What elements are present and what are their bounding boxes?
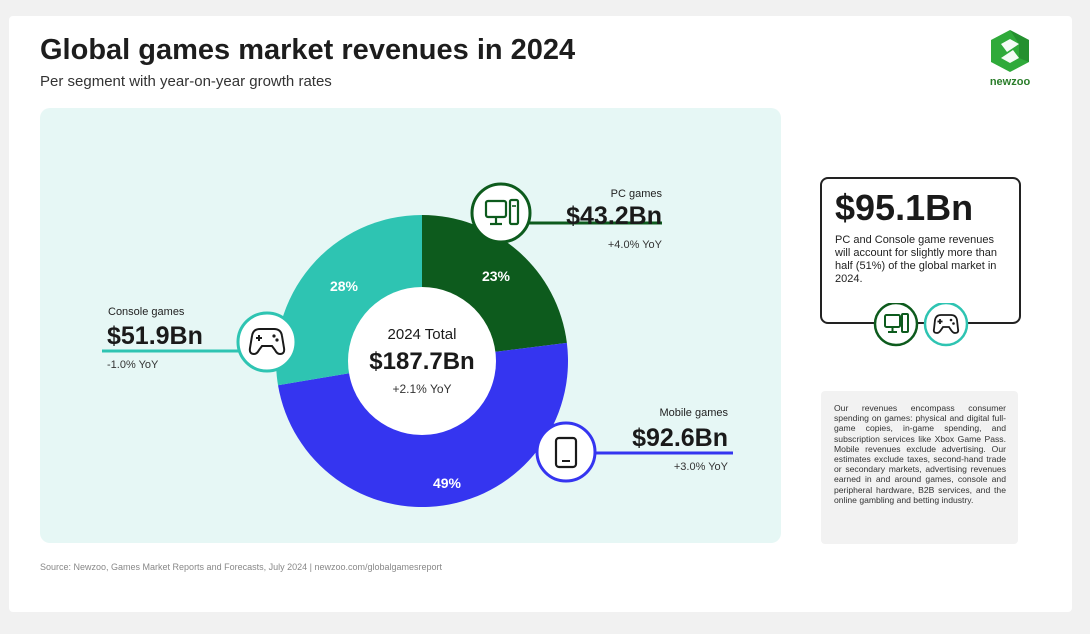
pc-segment-name: PC games [611,188,663,200]
pc-icon [470,182,532,244]
gamepad-icon-small [923,303,969,347]
mobile-segment-value: $92.6Bn [632,424,728,452]
center-label: 2024 Total [388,326,457,343]
newzoo-logo: newzoo [985,26,1035,96]
callout-text: PC and Console game revenues will accoun… [835,234,998,285]
console-segment-name: Console games [108,306,185,318]
source-footer: Source: Newzoo, Games Market Reports and… [40,562,443,572]
page-title: Global games market revenues in 2024 [40,34,576,66]
callout-value: $95.1Bn [835,187,974,228]
mobile-percent: 49% [433,475,462,491]
logo-text: newzoo [989,76,1031,88]
center-total: $187.7Bn [369,348,474,375]
mobile-segment-yoy: +3.0% YoY [674,461,729,473]
pc-segment-yoy: +4.0% YoY [608,239,663,251]
gamepad-icon [236,311,298,373]
pc-percent: 23% [482,268,511,284]
console-percent: 28% [330,278,359,294]
donut-hole [348,287,496,435]
chart-panel: 2024 Total $187.7Bn +2.1% YoY 23% 28% 49… [40,108,781,543]
mobile-segment-name: Mobile games [660,407,729,419]
methodology-note: Our revenues encompass consumer spending… [821,391,1018,544]
callout-icons [873,303,969,347]
pc-segment-value: $43.2Bn [566,202,662,230]
pc-icon-small [873,303,919,347]
pc-console-callout: $95.1Bn PC and Console game revenues wil… [820,177,1021,347]
page-subtitle: Per segment with year-on-year growth rat… [40,73,332,90]
console-segment-value: $51.9Bn [107,322,203,350]
newzoo-logo-icon [991,30,1029,72]
center-yoy: +2.1% YoY [392,382,451,396]
methodology-text: Our revenues encompass consumer spending… [834,403,1006,505]
console-segment-yoy: -1.0% YoY [107,359,159,371]
donut-chart: 2024 Total $187.7Bn +2.1% YoY 23% 28% 49… [102,182,733,508]
phone-icon [535,421,597,483]
